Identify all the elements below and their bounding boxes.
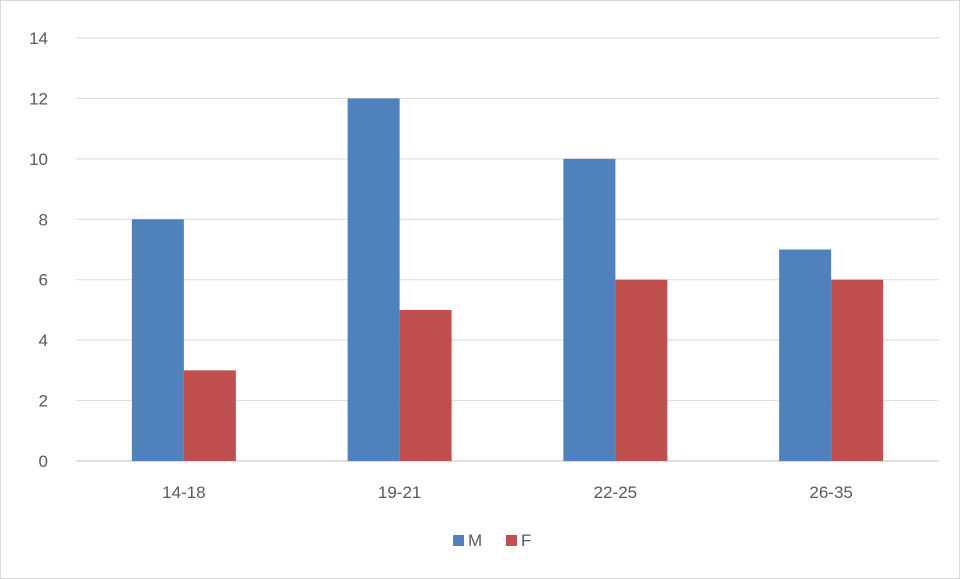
y-tick-label: 12	[29, 89, 48, 108]
bar-f-19-21	[399, 309, 452, 461]
bar-m-19-21	[347, 98, 400, 461]
y-tick-label: 2	[39, 392, 48, 411]
legend-swatch-f	[506, 535, 517, 546]
y-axis-tick-labels: 0 2 4 6 8 10 12 14	[29, 29, 48, 471]
x-tick-label: 22-25	[594, 483, 637, 502]
bar-f-14-18	[183, 370, 236, 461]
bar-m-26-35	[779, 249, 832, 461]
x-axis-tick-labels: 14-18 19-21 22-25 26-35	[162, 483, 853, 502]
x-tick-label: 14-18	[162, 483, 205, 502]
bar-m-22-25	[563, 158, 616, 461]
bars	[131, 98, 884, 461]
y-tick-label: 4	[39, 331, 48, 350]
bar-f-26-35	[831, 279, 884, 461]
legend-label-m: M	[468, 531, 482, 550]
bar-m-14-18	[131, 219, 184, 461]
legend-swatch-m	[453, 535, 464, 546]
y-tick-label: 8	[39, 210, 48, 229]
y-tick-label: 6	[39, 271, 48, 290]
y-tick-label: 10	[29, 150, 48, 169]
x-tick-label: 26-35	[809, 483, 852, 502]
y-tick-label: 14	[29, 29, 48, 48]
legend-label-f: F	[521, 531, 531, 550]
bar-f-22-25	[615, 279, 668, 461]
x-tick-label: 19-21	[378, 483, 421, 502]
y-tick-label: 0	[39, 452, 48, 471]
